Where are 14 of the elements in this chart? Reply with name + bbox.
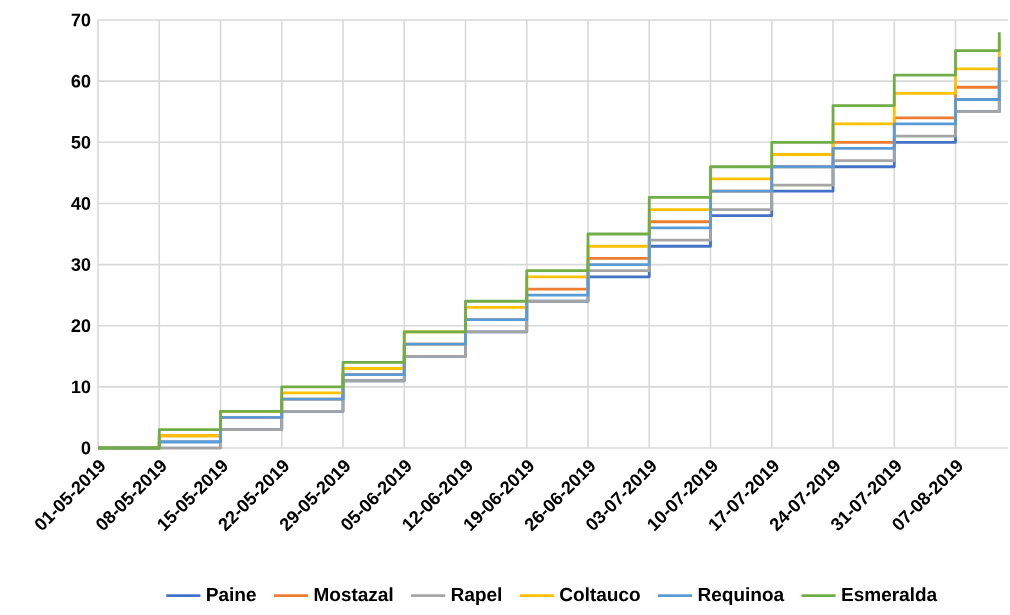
y-tick-label: 10: [72, 380, 91, 394]
legend-label: Requinoa: [698, 587, 785, 605]
y-tick-label: 50: [71, 135, 91, 149]
y-tick-label: 20: [71, 319, 91, 333]
y-tick-label: 30: [71, 258, 91, 271]
y-tick-label: 40: [71, 197, 91, 210]
legend-label: Rapel: [451, 587, 501, 605]
legend-label: Paine: [207, 587, 256, 602]
legend-label: Coltauco: [560, 587, 640, 602]
y-tick-label: 0: [81, 441, 91, 455]
legend-label: Esmeralda: [842, 587, 938, 602]
y-tick-label: 70: [71, 13, 91, 27]
y-tick-label: 60: [71, 74, 91, 88]
legend-label: Mostazal: [314, 587, 393, 602]
